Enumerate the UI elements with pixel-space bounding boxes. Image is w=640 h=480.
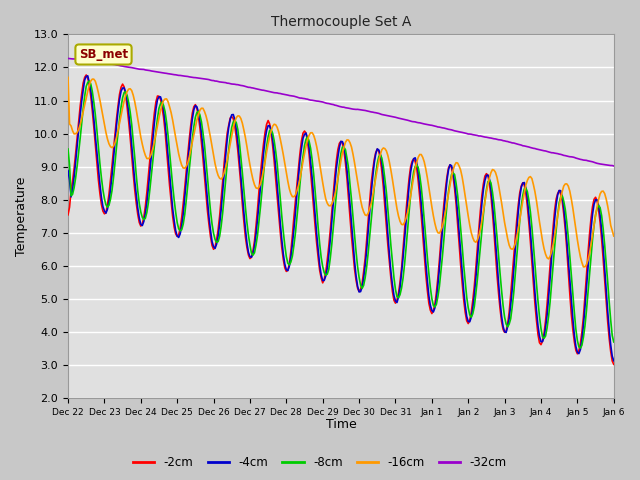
Y-axis label: Temperature: Temperature — [15, 177, 28, 256]
Title: Thermocouple Set A: Thermocouple Set A — [271, 15, 411, 29]
Legend: -2cm, -4cm, -8cm, -16cm, -32cm: -2cm, -4cm, -8cm, -16cm, -32cm — [129, 452, 511, 474]
Text: SB_met: SB_met — [79, 48, 128, 61]
X-axis label: Time: Time — [326, 419, 356, 432]
